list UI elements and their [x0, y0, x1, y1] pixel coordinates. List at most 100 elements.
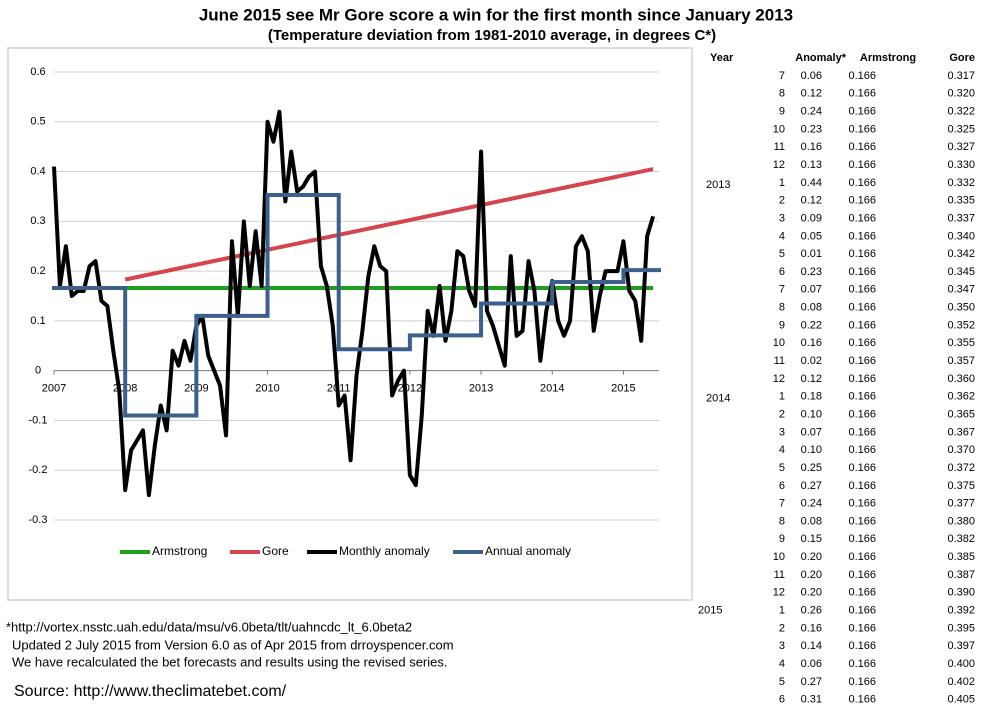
y-tick-label: -0.2: [29, 464, 48, 476]
table-cell: 1: [779, 605, 785, 617]
legend-label: Armstrong: [152, 544, 207, 558]
table-cell: 0.31: [801, 694, 822, 706]
table-cell: 0.166: [848, 676, 876, 688]
table-cell: 5: [779, 462, 785, 474]
table-cell: 0.166: [848, 444, 876, 456]
table-cell: 0.05: [801, 230, 822, 242]
table-cell: 0.12: [801, 195, 822, 207]
table-cell: 0.372: [947, 462, 975, 474]
table-cell: 0.335: [947, 195, 975, 207]
table-cell: 0.12: [801, 373, 822, 385]
table-cell: 0.166: [848, 141, 876, 153]
table-cell: 0.13: [801, 159, 822, 171]
table-cell: 0.166: [848, 70, 876, 82]
table-cell: 0.352: [947, 319, 975, 331]
table-cell: 0.166: [848, 212, 876, 224]
table-cell: 0.370: [947, 444, 975, 456]
y-tick-label: 0.4: [30, 165, 45, 177]
table-cell: 0.166: [848, 266, 876, 278]
table-cell: 0.25: [801, 462, 822, 474]
note: We have recalculated the bet forecasts a…: [12, 654, 448, 669]
table-cell: 2: [779, 622, 785, 634]
table-cell: 12: [773, 373, 785, 385]
note: *http://vortex.nsstc.uah.edu/data/msu/v6…: [6, 619, 412, 634]
y-tick-label: 0.6: [30, 66, 45, 78]
table-cell: 0.402: [947, 676, 975, 688]
table-cell: 0.06: [801, 658, 822, 670]
table-cell: 0.166: [848, 337, 876, 349]
table-cell: 0.322: [947, 106, 975, 118]
y-tick-label: 0.1: [30, 315, 45, 327]
table-cell: 0.02: [801, 355, 822, 367]
table-cell: 9: [779, 106, 785, 118]
table-cell: 0.27: [801, 480, 822, 492]
table-cell: 10: [773, 551, 785, 563]
table-cell: 12: [773, 587, 785, 599]
table-cell: 0.166: [848, 373, 876, 385]
table-cell: 0.166: [848, 248, 876, 260]
table-cell: 0.362: [947, 391, 975, 403]
table-cell: 11: [774, 355, 785, 367]
table-cell: 9: [779, 533, 785, 545]
table-cell: 0.166: [848, 302, 876, 314]
table-cell: 0.400: [947, 658, 975, 670]
table-cell: 0.07: [801, 284, 822, 296]
table-cell: 0.166: [848, 622, 876, 634]
table-cell: 0.166: [848, 159, 876, 171]
table-cell: 0.347: [947, 284, 975, 296]
table-cell: 0.16: [801, 141, 822, 153]
table-cell: 0.23: [801, 266, 822, 278]
table-cell: 0.166: [848, 123, 876, 135]
table-cell: 4: [779, 230, 785, 242]
table-cell: 7: [779, 498, 785, 510]
table-cell: 0.22: [801, 319, 822, 331]
table-cell: 0.166: [848, 587, 876, 599]
table-cell: 0.395: [947, 622, 975, 634]
table-cell: 0.382: [947, 533, 975, 545]
y-tick-label: 0: [35, 365, 41, 377]
table-cell: 0.166: [848, 88, 876, 100]
table-cell: 0.390: [947, 587, 975, 599]
table-cell: 0.345: [947, 266, 975, 278]
x-tick-label: 2014: [540, 383, 564, 395]
chart-frame: [7, 47, 693, 601]
table-cell: 4: [779, 444, 785, 456]
table-cell: 0.15: [801, 533, 822, 545]
y-tick-label: 0.5: [30, 116, 45, 128]
table-cell: 3: [779, 212, 785, 224]
x-tick-label: 2013: [469, 383, 493, 395]
table-cell: 0.12: [801, 88, 822, 100]
table-header: Gore: [949, 52, 975, 64]
table-cell: 0.327: [947, 141, 975, 153]
table-cell: 0.166: [848, 498, 876, 510]
chart-subtitle: (Temperature deviation from 1981-2010 av…: [268, 27, 716, 44]
table-cell: 0.24: [801, 106, 822, 118]
table-cell: 0.357: [947, 355, 975, 367]
table-cell: 0.330: [947, 159, 975, 171]
table-cell: 0.16: [801, 337, 822, 349]
table-cell: 0.340: [947, 230, 975, 242]
table-cell: 0.380: [947, 515, 975, 527]
table-cell: 0.317: [947, 70, 975, 82]
table-cell: 0.337: [947, 212, 975, 224]
series-line: [124, 167, 654, 282]
table-cell: 0.375: [947, 480, 975, 492]
table-cell: 0.44: [801, 177, 822, 189]
table-cell: 9: [779, 319, 785, 331]
table-cell: 3: [779, 426, 785, 438]
table-cell: 3: [779, 640, 785, 652]
table-cell: 0.23: [801, 123, 822, 135]
table-cell: 8: [779, 515, 785, 527]
table-cell: 0.26: [801, 605, 822, 617]
table-cell: 2: [779, 195, 785, 207]
table-cell: 0.10: [801, 444, 822, 456]
table-cell: 0.20: [801, 551, 822, 563]
table-cell: 0.405: [947, 694, 975, 706]
table-cell: 0.342: [947, 248, 975, 260]
table-cell: 0.07: [801, 426, 822, 438]
table-cell: 2: [779, 408, 785, 420]
table-cell: 0.355: [947, 337, 975, 349]
y-tick-label: 0.3: [30, 215, 45, 227]
table-header: Anomaly*: [795, 52, 846, 64]
